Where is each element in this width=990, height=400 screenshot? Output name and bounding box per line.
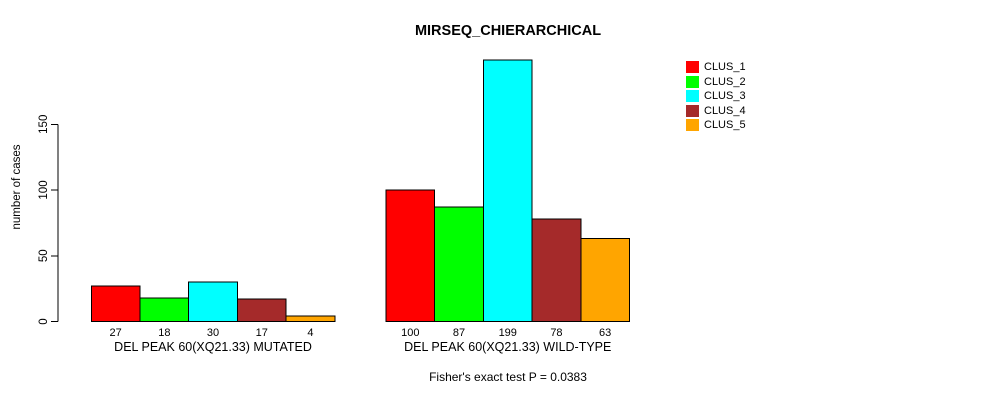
y-tick-label: 0 bbox=[38, 318, 50, 324]
bar-clus_5-group2 bbox=[580, 238, 630, 322]
bar-clus_4-group2 bbox=[531, 218, 582, 322]
y-tick-label: 100 bbox=[38, 180, 50, 199]
y-axis-label: number of cases bbox=[11, 144, 23, 229]
bar-value-label: 199 bbox=[499, 327, 517, 339]
fisher-annotation: Fisher's exact test P = 0.0383 bbox=[429, 370, 587, 384]
bar-value-label: 30 bbox=[207, 327, 219, 339]
legend-label: CLUS_1 bbox=[704, 61, 746, 74]
group-label-1: DEL PEAK 60(XQ21.33) MUTATED bbox=[114, 340, 312, 354]
legend: CLUS_1 CLUS_2 CLUS_3 CLUS_4 CLUS_5 bbox=[686, 60, 746, 133]
bar-value-label: 78 bbox=[550, 327, 562, 339]
legend-item-clus_5: CLUS_5 bbox=[686, 118, 746, 133]
y-tick-label: 50 bbox=[38, 249, 50, 262]
legend-label: CLUS_2 bbox=[704, 75, 746, 88]
legend-swatch-icon bbox=[686, 104, 699, 117]
bars bbox=[90, 59, 630, 322]
bar-value-label: 18 bbox=[158, 327, 170, 339]
bar-value-label: 63 bbox=[599, 327, 611, 339]
legend-label: CLUS_3 bbox=[704, 90, 746, 103]
legend-item-clus_3: CLUS_3 bbox=[686, 89, 746, 104]
legend-label: CLUS_4 bbox=[704, 104, 746, 117]
bar-clus_4-group1 bbox=[236, 298, 287, 322]
legend-swatch-icon bbox=[686, 90, 699, 103]
chart-title: MIRSEQ_CHIERARCHICAL bbox=[415, 23, 601, 39]
bar-clus_5-group1 bbox=[285, 315, 336, 322]
legend-swatch-icon bbox=[686, 75, 699, 88]
legend-swatch-icon bbox=[686, 61, 699, 74]
group-label-2: DEL PEAK 60(XQ21.33) WILD-TYPE bbox=[404, 340, 611, 354]
legend-item-clus_2: CLUS_2 bbox=[686, 75, 746, 90]
bar-clus_1-group1 bbox=[90, 285, 141, 322]
bar-value-label: 87 bbox=[453, 327, 465, 339]
legend-item-clus_1: CLUS_1 bbox=[686, 60, 746, 75]
bar-value-label: 100 bbox=[401, 327, 419, 339]
bar-value-label: 17 bbox=[256, 327, 268, 339]
bar-clus_2-group2 bbox=[434, 206, 484, 322]
legend-item-clus_4: CLUS_4 bbox=[686, 104, 746, 119]
bar-value-label: 27 bbox=[110, 327, 122, 339]
y-tick-label: 150 bbox=[38, 115, 50, 134]
legend-label: CLUS_5 bbox=[704, 119, 746, 132]
bar-clus_3-group2 bbox=[482, 59, 533, 322]
y-axis: 0 50 100 150 bbox=[38, 115, 59, 325]
bar-clus_1-group2 bbox=[385, 189, 436, 322]
bar-value-label: 4 bbox=[307, 327, 313, 339]
legend-swatch-icon bbox=[686, 119, 699, 132]
bar-clus_2-group1 bbox=[139, 297, 190, 322]
bar-clus_3-group1 bbox=[188, 281, 238, 322]
